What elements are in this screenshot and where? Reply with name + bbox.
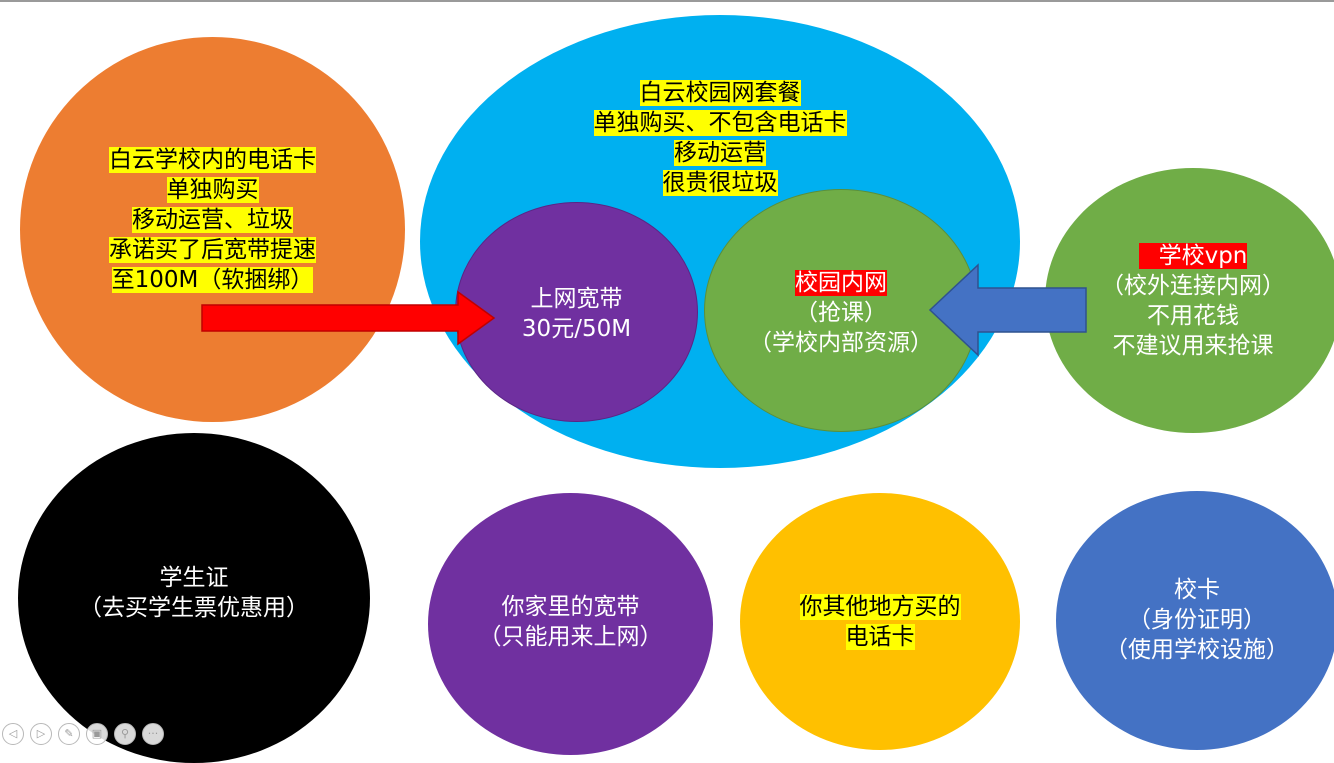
pen-icon[interactable]: ✎: [58, 723, 80, 745]
slideshow-toolbar: ◁ ▷ ✎ ▣ ⚲ ···: [2, 723, 164, 749]
phone-card-line: 移动运营、垃圾: [132, 207, 293, 233]
phone-card-text: 白云学校内的电话卡 单独购买 移动运营、垃圾 承诺买了后宽带提速 至100M（软…: [20, 145, 405, 295]
campus-card-circle: 校卡 （身份证明） （使用学校设施）: [1056, 491, 1334, 750]
home-broadband-text: 你家里的宽带 （只能用来上网）: [428, 592, 713, 652]
home-broadband-line: 你家里的宽带: [501, 594, 640, 620]
broadband-text: 上网宽带 30元/50M: [456, 284, 697, 344]
phone-card-line: 承诺买了后宽带提速: [109, 237, 316, 263]
intranet-text: 校园内网 （抢课） （学校内部资源）: [705, 268, 977, 358]
phone-card-circle: 白云学校内的电话卡 单独购买 移动运营、垃圾 承诺买了后宽带提速 至100M（软…: [20, 37, 405, 422]
broadband-line: 30元/50M: [521, 316, 632, 342]
student-id-text: 学生证 （去买学生票优惠用）: [18, 563, 370, 623]
vpn-text: 学校vpn （校外连接内网） 不用花钱 不建议用来抢课: [1045, 241, 1334, 361]
campus-package-line: 移动运营: [674, 140, 766, 166]
campus-card-text: 校卡 （身份证明） （使用学校设施）: [1056, 575, 1334, 665]
slides-icon[interactable]: ▣: [86, 723, 108, 745]
campus-card-line: 校卡: [1174, 577, 1220, 603]
vpn-line: （校外连接内网）: [1101, 273, 1285, 299]
zoom-icon[interactable]: ⚲: [114, 723, 136, 745]
intranet-line: （学校内部资源）: [749, 330, 933, 356]
home-broadband-circle: 你家里的宽带 （只能用来上网）: [428, 493, 713, 755]
other-phone-card-line: 电话卡: [845, 624, 915, 650]
other-phone-card-line: 你其他地方买的: [799, 594, 961, 620]
campus-package-line: 单独购买、不包含电话卡: [593, 110, 847, 136]
student-id-circle: 学生证 （去买学生票优惠用）: [18, 433, 370, 763]
previous-slide-icon[interactable]: ◁: [2, 723, 24, 745]
vpn-line: 不用花钱: [1147, 303, 1239, 329]
more-options-icon[interactable]: ···: [142, 723, 164, 745]
phone-card-line: 至100M（软捆绑）: [111, 267, 314, 293]
student-id-line: （去买学生票优惠用）: [79, 595, 309, 621]
campus-card-line: （身份证明）: [1128, 607, 1266, 633]
other-phone-card-text: 你其他地方买的 电话卡: [740, 592, 1020, 652]
vpn-line: 不建议用来抢课: [1112, 333, 1274, 359]
student-id-line: 学生证: [159, 565, 229, 591]
home-broadband-line: （只能用来上网）: [478, 624, 663, 650]
other-phone-card-circle: 你其他地方买的 电话卡: [740, 493, 1020, 750]
intranet-line: （抢课）: [795, 300, 887, 326]
campus-package-line: 白云校园网套餐: [639, 80, 801, 106]
campus-package-line: 很贵很垃圾: [662, 170, 778, 196]
phone-card-line: 白云学校内的电话卡: [109, 147, 316, 173]
broadband-circle: 上网宽带 30元/50M: [455, 202, 698, 422]
next-slide-icon[interactable]: ▷: [30, 723, 52, 745]
broadband-line: 上网宽带: [530, 286, 623, 312]
phone-card-line: 单独购买: [166, 177, 259, 203]
red-arrow: [201, 290, 496, 346]
campus-card-line: （使用学校设施）: [1105, 637, 1289, 663]
vpn-title: 学校vpn: [1138, 243, 1248, 269]
vpn-circle: 学校vpn （校外连接内网） 不用花钱 不建议用来抢课: [1045, 168, 1334, 433]
campus-package-text: 白云校园网套餐 单独购买、不包含电话卡 移动运营 很贵很垃圾: [420, 78, 1020, 198]
top-border: [0, 0, 1334, 2]
intranet-title: 校园内网: [795, 270, 887, 296]
blue-arrow: [928, 263, 1087, 357]
